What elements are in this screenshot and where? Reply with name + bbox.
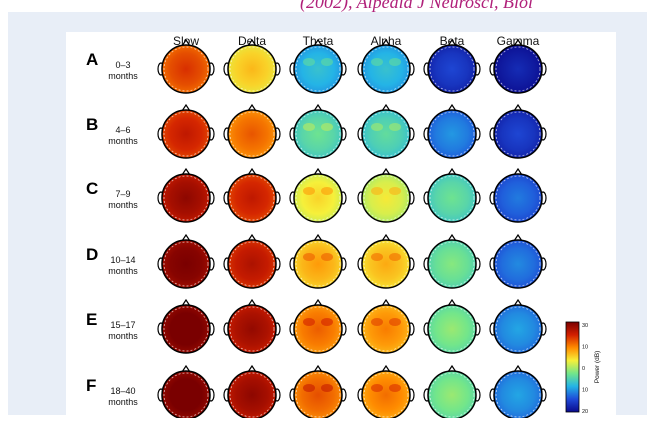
row-age-range: 0–3 bbox=[115, 60, 130, 70]
row-age-range: 7–9 bbox=[115, 189, 130, 199]
head-map-d-theta bbox=[289, 233, 347, 289]
head-map-d-beta bbox=[423, 233, 481, 289]
head-map-f-gamma bbox=[489, 364, 547, 418]
row-age-unit: months bbox=[108, 397, 138, 407]
head-map-a-alpha bbox=[357, 38, 415, 94]
head-map-f-theta bbox=[289, 364, 347, 418]
head-map-f-slow bbox=[157, 364, 215, 418]
head-map-b-theta bbox=[289, 103, 347, 159]
head-map-e-theta bbox=[289, 298, 347, 354]
colorbar-tick-label: 0 bbox=[582, 366, 585, 372]
head-map-a-slow bbox=[157, 38, 215, 94]
eeg-topography-figure: Slow0.1–1 HzDelta1–4 HzTheta4–8 HzAlpha8… bbox=[86, 34, 601, 418]
head-map-e-beta bbox=[423, 298, 481, 354]
row-age-range: 10–14 bbox=[110, 255, 135, 265]
head-map-a-gamma bbox=[489, 38, 547, 94]
figure-panel: Slow0.1–1 HzDelta1–4 HzTheta4–8 HzAlpha8… bbox=[8, 12, 647, 418]
head-map-b-slow bbox=[157, 103, 215, 159]
head-map-a-delta bbox=[223, 38, 281, 94]
head-map-c-delta bbox=[223, 167, 281, 223]
head-map-a-beta bbox=[423, 38, 481, 94]
row-age-unit: months bbox=[108, 136, 138, 146]
row-age-range: 15–17 bbox=[110, 320, 135, 330]
head-map-f-delta bbox=[223, 364, 281, 418]
head-map-f-beta bbox=[423, 364, 481, 418]
colorbar bbox=[565, 321, 580, 413]
head-map-e-delta bbox=[223, 298, 281, 354]
head-map-c-gamma bbox=[489, 167, 547, 223]
head-map-b-alpha bbox=[357, 103, 415, 159]
head-map-a-theta bbox=[289, 38, 347, 94]
colorbar-tick-label: 10 bbox=[582, 345, 588, 351]
head-map-d-alpha bbox=[357, 233, 415, 289]
row-letter-e: E bbox=[86, 310, 97, 329]
head-map-c-theta bbox=[289, 167, 347, 223]
head-map-e-alpha bbox=[357, 298, 415, 354]
head-map-b-beta bbox=[423, 103, 481, 159]
head-map-e-gamma bbox=[489, 298, 547, 354]
head-map-c-slow bbox=[157, 167, 215, 223]
head-map-d-delta bbox=[223, 233, 281, 289]
head-map-c-alpha bbox=[357, 167, 415, 223]
colorbar-tick-label: 20 bbox=[582, 409, 588, 415]
row-letter-b: B bbox=[86, 115, 98, 134]
row-age-unit: months bbox=[108, 200, 138, 210]
head-map-c-beta bbox=[423, 167, 481, 223]
header-fragment-text: (2002), Alpedia J Neurosci, Biol bbox=[300, 0, 533, 12]
row-letter-f: F bbox=[86, 376, 96, 395]
head-map-e-slow bbox=[157, 298, 215, 354]
row-letter-a: A bbox=[86, 50, 98, 69]
head-map-b-delta bbox=[223, 103, 281, 159]
header-fragment: (2002), Alpedia J Neurosci, Biol bbox=[0, 0, 655, 20]
head-map-d-slow bbox=[157, 233, 215, 289]
figure-area: Slow0.1–1 HzDelta1–4 HzTheta4–8 HzAlpha8… bbox=[66, 32, 616, 418]
head-map-d-gamma bbox=[489, 233, 547, 289]
row-letter-c: C bbox=[86, 179, 98, 198]
row-age-range: 18–40 bbox=[110, 386, 135, 396]
row-letter-d: D bbox=[86, 245, 98, 264]
row-age-unit: months bbox=[108, 266, 138, 276]
head-map-b-gamma bbox=[489, 103, 547, 159]
colorbar-tick-label: 30 bbox=[582, 323, 588, 329]
row-age-unit: months bbox=[108, 71, 138, 81]
row-age-range: 4–6 bbox=[115, 125, 130, 135]
row-age-unit: months bbox=[108, 331, 138, 341]
colorbar-label: Power (dB) bbox=[594, 351, 601, 384]
head-map-f-alpha bbox=[357, 364, 415, 418]
colorbar-tick-label: 10 bbox=[582, 388, 588, 394]
